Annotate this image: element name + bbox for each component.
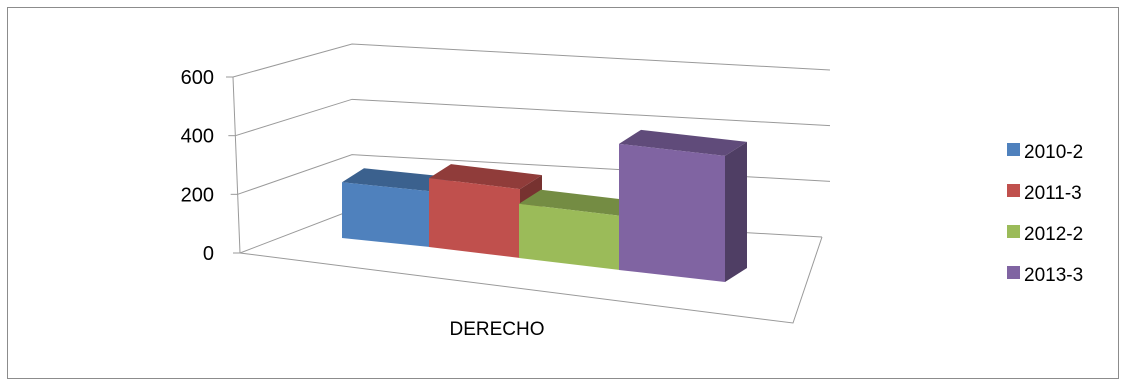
gridline (235, 98, 831, 137)
y-tick-label: 200 (181, 184, 214, 206)
legend-label: 2012-2 (1024, 224, 1083, 245)
y-axis-line (232, 76, 241, 254)
bar-2013-3 (619, 129, 747, 282)
bar-top (342, 168, 452, 192)
legend-label: 2011-3 (1024, 183, 1082, 204)
category-axis: DERECHO (449, 319, 544, 340)
bars (342, 129, 747, 282)
legend-item: 2012-2 (1007, 224, 1083, 245)
bar-top (429, 164, 542, 190)
bar-top (519, 189, 642, 216)
legend-item: 2010-2 (1007, 142, 1083, 163)
bar-top (619, 129, 747, 156)
bar-front (519, 203, 620, 270)
legend-label: 2010-2 (1024, 142, 1083, 163)
legend-label: 2013-3 (1024, 265, 1083, 286)
y-tick-label: 600 (181, 67, 214, 89)
legend-swatch (1007, 143, 1020, 156)
bar-side (725, 141, 747, 282)
y-tick-label: 400 (181, 126, 214, 148)
legend-swatch (1007, 266, 1020, 279)
legend-swatch (1007, 184, 1020, 197)
floor-front-edge (239, 236, 823, 324)
y-axis-ticks: 0 200 400 600 (181, 67, 240, 265)
bar-front (342, 182, 430, 247)
gridline (232, 43, 831, 78)
legend-swatch (1007, 225, 1020, 238)
bar-front (429, 178, 520, 258)
legend: 2010-2 2011-3 2012-2 2013-3 (1007, 142, 1083, 286)
category-label: DERECHO (449, 319, 544, 340)
y-tick-label: 0 (203, 243, 214, 265)
legend-item: 2011-3 (1007, 183, 1082, 204)
bar-front (619, 143, 725, 282)
legend-item: 2013-3 (1007, 265, 1083, 286)
